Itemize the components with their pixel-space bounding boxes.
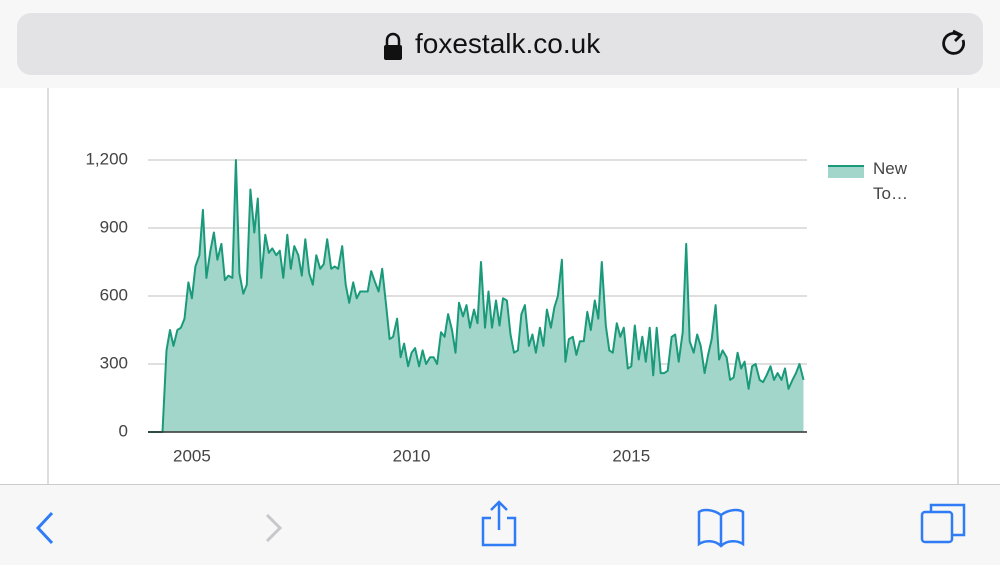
x-tick-label: 2010 (393, 446, 431, 465)
x-tick-label: 2005 (173, 446, 211, 465)
address-bar[interactable]: foxestalk.co.uk (17, 13, 983, 75)
reload-icon[interactable] (942, 32, 965, 55)
url: foxestalk.co.uk (415, 28, 601, 59)
share-button[interactable] (481, 500, 517, 547)
safari-bottom-bar (0, 484, 1000, 565)
lock-icon (384, 45, 402, 60)
safari-top-bar: foxestalk.co.uk (0, 0, 1000, 88)
x-tick-label: 2015 (612, 446, 650, 465)
y-tick-label: 0 (119, 421, 128, 440)
y-tick-label: 900 (100, 217, 128, 236)
y-tick-label: 300 (100, 353, 128, 372)
bookmarks-button[interactable] (697, 508, 745, 548)
y-tick-label: 600 (100, 285, 128, 304)
legend-label: New To… (873, 159, 908, 203)
tabs-button[interactable] (920, 503, 966, 544)
chart: 0 300 600 900 1,200 2005 2010 2015 New To… (85, 149, 908, 465)
area-fill (148, 160, 804, 432)
reload-arrow (952, 29, 964, 42)
back-button[interactable] (35, 511, 54, 545)
legend-swatch (828, 166, 864, 178)
y-tick-label: 1,200 (85, 149, 128, 168)
area-line (148, 159, 805, 433)
lock-shackle (385, 32, 401, 45)
forward-button[interactable] (265, 513, 283, 543)
content-frame (47, 88, 959, 484)
address-icons (384, 29, 965, 60)
toolbar-icons (35, 500, 966, 548)
